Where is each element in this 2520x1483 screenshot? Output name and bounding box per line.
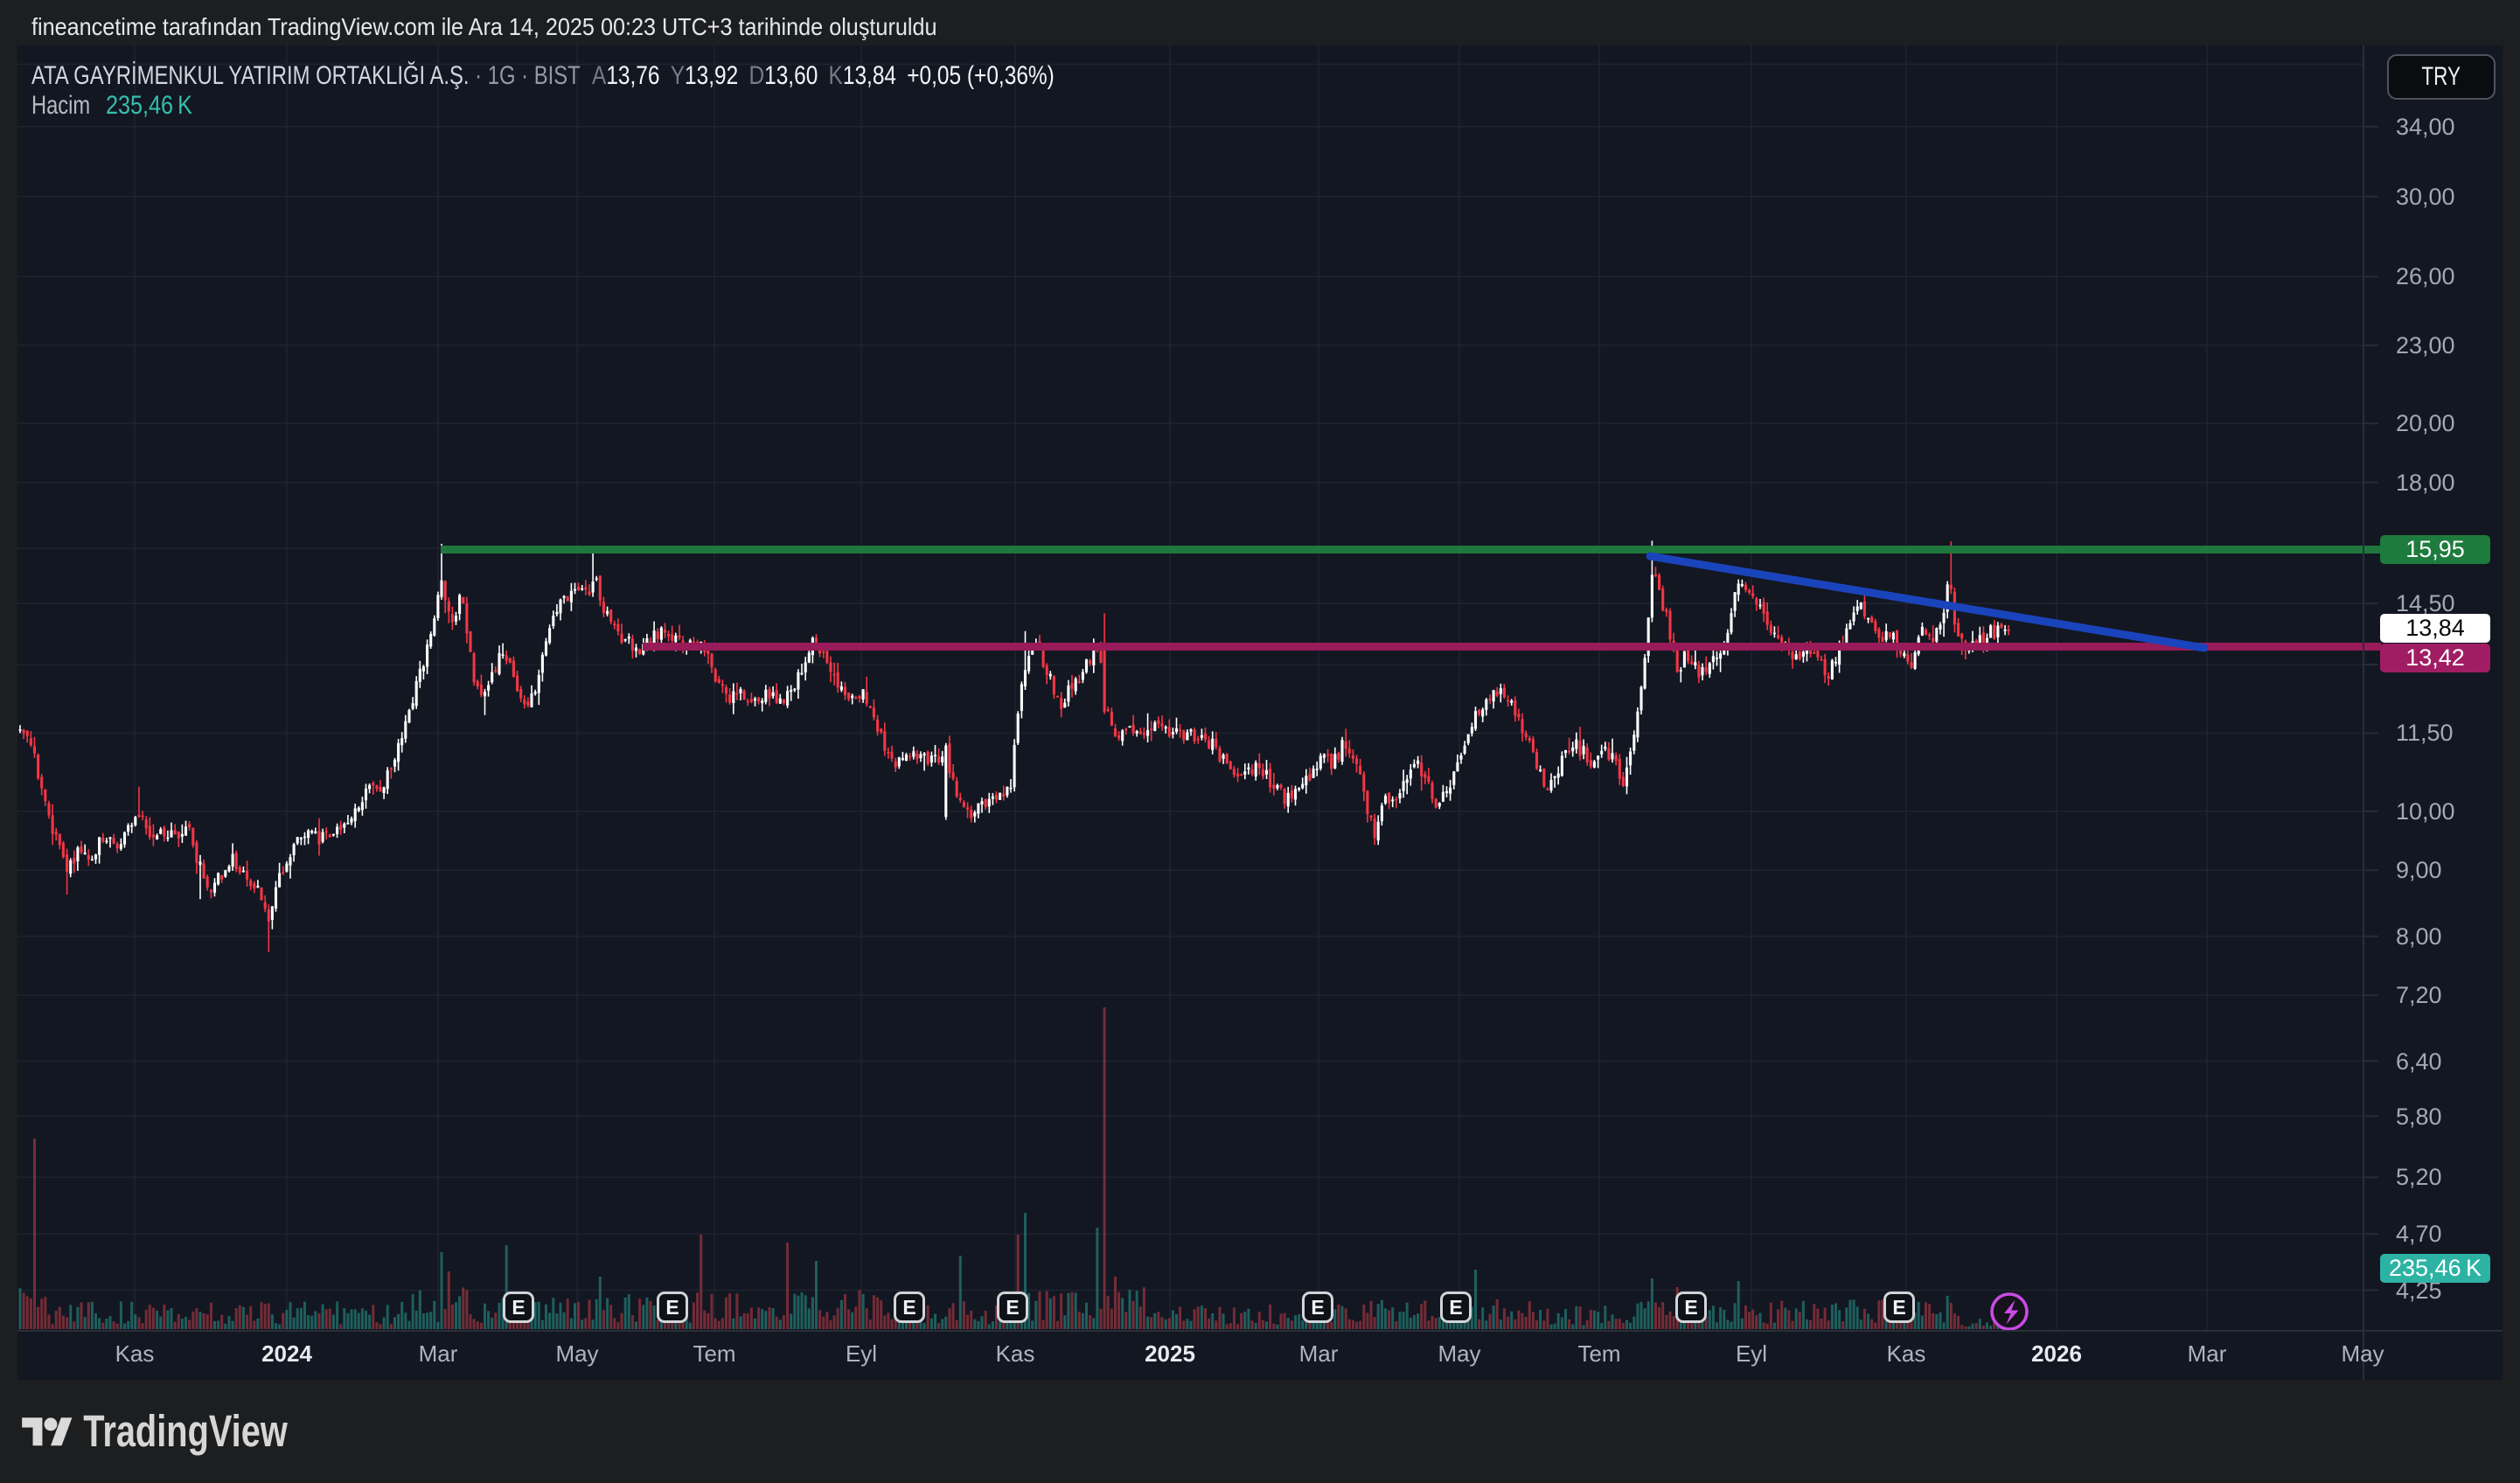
svg-text:TradingView: TradingView (83, 1410, 288, 1456)
